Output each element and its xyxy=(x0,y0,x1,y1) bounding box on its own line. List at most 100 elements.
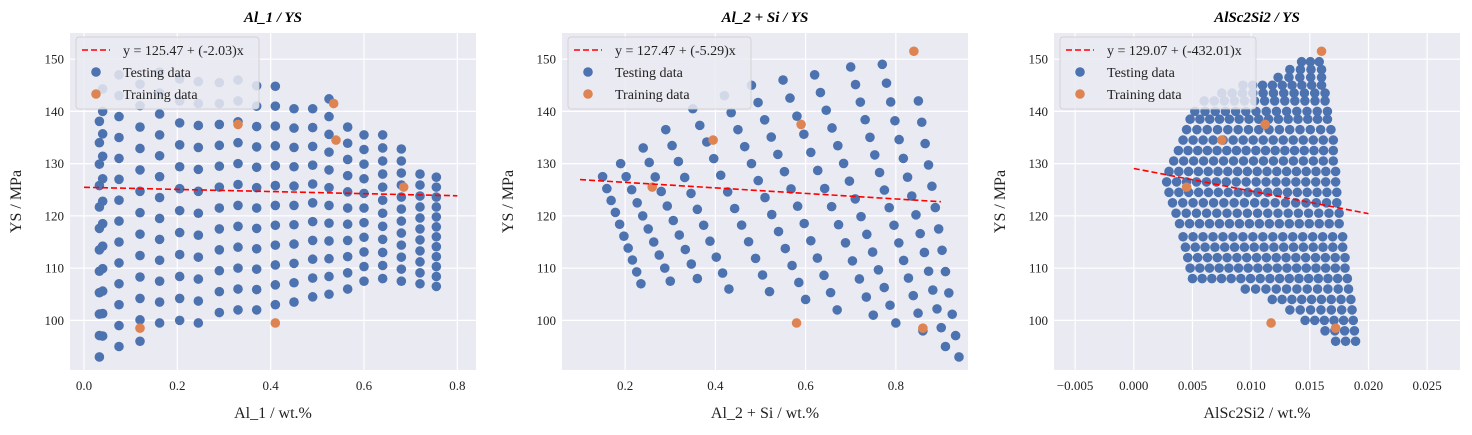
testing-point xyxy=(431,241,442,252)
testing-point xyxy=(214,182,225,192)
testing-point xyxy=(1213,166,1223,177)
testing-point xyxy=(757,270,768,280)
data-layer xyxy=(579,46,964,362)
testing-point xyxy=(1285,305,1295,315)
testing-point xyxy=(1241,252,1252,263)
testing-point xyxy=(928,285,938,295)
testing-point xyxy=(214,119,225,130)
testing-point xyxy=(1302,114,1313,125)
testing-point xyxy=(431,281,442,292)
testing-point xyxy=(1267,80,1278,91)
testing-point xyxy=(307,235,318,246)
testing-point xyxy=(1191,177,1202,187)
testing-point xyxy=(648,237,659,247)
testing-point xyxy=(193,252,204,262)
testing-point xyxy=(1292,187,1303,198)
x-tick-label: 0.020 xyxy=(1354,378,1383,393)
testing-point xyxy=(1198,156,1209,166)
testing-point xyxy=(359,130,369,140)
testing-point xyxy=(1298,242,1309,253)
testing-point xyxy=(1258,135,1268,145)
testing-point xyxy=(359,159,369,169)
testing-point xyxy=(786,184,796,194)
testing-point xyxy=(307,292,318,302)
testing-point xyxy=(1313,273,1324,284)
testing-point xyxy=(270,180,281,191)
testing-point xyxy=(1274,124,1285,135)
testing-point xyxy=(1241,145,1251,156)
testing-point xyxy=(833,140,843,151)
testing-point xyxy=(1218,231,1228,242)
y-tick-label: 150 xyxy=(537,52,557,67)
testing-point xyxy=(1337,242,1348,253)
testing-point xyxy=(1242,208,1253,219)
testing-point xyxy=(289,161,299,172)
testing-point xyxy=(114,278,124,289)
testing-point xyxy=(1312,106,1323,117)
testing-point xyxy=(1323,273,1333,284)
testing-point xyxy=(785,93,795,103)
testing-point xyxy=(1289,145,1300,156)
testing-point xyxy=(94,352,105,362)
testing-point xyxy=(1226,273,1236,284)
legend-training-swatch xyxy=(1075,89,1085,99)
testing-point xyxy=(1180,242,1191,253)
panel-title: AlSc2Si2 / YS xyxy=(1213,10,1300,26)
testing-point xyxy=(415,224,425,234)
testing-point xyxy=(1194,218,1205,229)
legend-testing-label: Testing data xyxy=(615,66,684,81)
testing-point xyxy=(270,240,281,250)
testing-point xyxy=(1326,305,1337,315)
testing-point xyxy=(1304,218,1315,229)
testing-point xyxy=(1212,208,1222,219)
panel-title: Al_2 + Si / YS xyxy=(721,10,809,26)
testing-point xyxy=(307,141,318,152)
testing-point xyxy=(1274,273,1285,284)
testing-point xyxy=(1318,145,1329,156)
testing-point xyxy=(307,122,318,133)
testing-point xyxy=(908,290,919,301)
testing-point xyxy=(1272,166,1282,177)
testing-point xyxy=(773,226,784,237)
testing-point xyxy=(1306,294,1317,305)
testing-point xyxy=(1188,156,1199,166)
testing-point xyxy=(1279,96,1290,106)
testing-point xyxy=(1313,208,1324,219)
testing-point xyxy=(1251,252,1262,263)
training-point xyxy=(331,135,341,145)
testing-point xyxy=(289,258,299,269)
testing-point xyxy=(307,198,318,208)
testing-point xyxy=(1271,106,1282,117)
testing-point xyxy=(1249,198,1260,208)
testing-point xyxy=(1287,294,1297,305)
testing-point xyxy=(760,192,770,203)
testing-point xyxy=(940,341,951,352)
testing-point xyxy=(1316,80,1327,91)
testing-point xyxy=(1297,231,1308,242)
testing-point xyxy=(342,154,353,165)
testing-point xyxy=(342,170,353,181)
testing-point xyxy=(898,255,909,266)
testing-point xyxy=(214,224,225,234)
testing-point xyxy=(377,130,388,140)
testing-point xyxy=(1318,135,1329,145)
testing-point xyxy=(759,115,770,125)
testing-point xyxy=(1249,242,1260,253)
testing-point xyxy=(867,247,878,257)
testing-point xyxy=(1187,273,1198,284)
testing-point xyxy=(1221,177,1232,187)
testing-point xyxy=(270,141,281,151)
testing-point xyxy=(1331,198,1342,208)
testing-point xyxy=(214,286,225,297)
testing-point xyxy=(114,111,124,122)
testing-point xyxy=(1210,242,1220,253)
testing-point xyxy=(1253,124,1264,135)
testing-point xyxy=(1322,106,1333,117)
testing-point xyxy=(1238,231,1248,242)
testing-point xyxy=(94,116,105,127)
testing-point xyxy=(855,97,866,107)
testing-point xyxy=(715,170,726,181)
testing-point xyxy=(233,200,243,211)
testing-point xyxy=(627,255,638,265)
testing-point xyxy=(1300,315,1310,326)
